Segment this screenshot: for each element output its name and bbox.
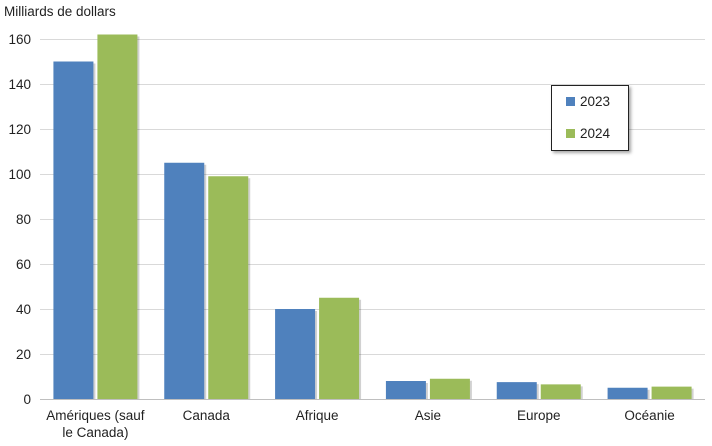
y-tick-label: 60 <box>16 257 31 272</box>
y-tick-label: 100 <box>8 167 31 182</box>
bar-2023-5 <box>607 387 648 399</box>
y-tick-label: 40 <box>16 302 31 317</box>
legend-label-2024: 2024 <box>580 126 611 141</box>
x-category-label: Océanie <box>624 408 674 423</box>
legend-swatch-2024 <box>566 129 575 138</box>
x-category-label: Europe <box>517 408 561 423</box>
bar-2024-1 <box>208 176 249 399</box>
legend-item-2024: 2024 <box>566 126 610 141</box>
bar-2024-3 <box>429 378 470 399</box>
y-tick-label: 140 <box>8 77 31 92</box>
bar-2023-4 <box>496 382 537 399</box>
x-category-label: Amériques (sauf le Canada) <box>46 408 145 440</box>
y-tick-label: 120 <box>8 122 31 137</box>
bar-2023-1 <box>164 162 205 399</box>
bars <box>53 34 694 399</box>
y-tick-label: 160 <box>8 32 31 47</box>
y-tick-labels: 0 20 40 60 80 100 120 140 160 <box>8 32 31 407</box>
bar-2024-0 <box>97 34 138 399</box>
legend-item-2023: 2023 <box>566 94 610 109</box>
x-category-labels: Amériques (sauf le Canada) Canada Afrique As… <box>46 408 674 440</box>
gridlines <box>40 39 705 355</box>
bar-2023-3 <box>385 381 426 399</box>
bar-2023-2 <box>275 309 316 399</box>
x-category-label: Asie <box>415 408 441 423</box>
bar-2023-0 <box>53 61 94 399</box>
y-axis-title: Milliards de dollars <box>4 4 116 19</box>
bar-2024-4 <box>540 384 581 399</box>
legend-label-2023: 2023 <box>580 94 611 109</box>
x-category-label: Canada <box>183 408 231 423</box>
legend: 2023 2024 <box>551 85 629 151</box>
bar-2024-5 <box>651 386 692 399</box>
x-category-label: Afrique <box>296 408 339 423</box>
y-tick-label: 0 <box>23 392 31 407</box>
y-tick-label: 20 <box>16 347 31 362</box>
y-tick-label: 80 <box>16 212 31 227</box>
legend-swatch-2023 <box>566 97 575 106</box>
bar-2024-2 <box>319 297 360 399</box>
